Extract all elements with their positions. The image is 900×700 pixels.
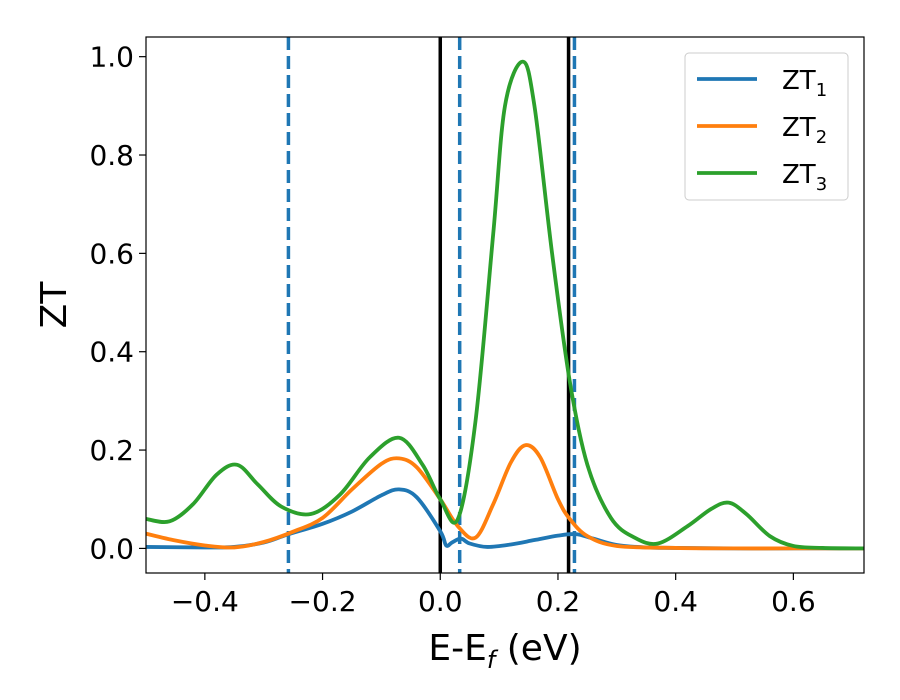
legend-label-zt1: ZT1 (782, 66, 827, 101)
y-axis-label: ZT (34, 281, 75, 329)
x-tick-label: −0.4 (171, 585, 239, 618)
legend-label-zt3: ZT3 (782, 160, 827, 195)
plot-frame (145, 36, 865, 574)
legend-frame (684, 52, 849, 201)
x-tick-label: 0.2 (536, 585, 581, 618)
y-tick-label: 0.6 (89, 237, 134, 270)
y-tick-label: 0.8 (89, 139, 134, 172)
legend-label-zt2: ZT2 (782, 113, 827, 148)
y-tick-label: 0.4 (89, 336, 134, 369)
vertical-reference-lines (286, 37, 577, 573)
series-line-zt2 (146, 443, 864, 551)
series-lines (146, 59, 864, 551)
series-line-zt3 (146, 59, 864, 551)
y-tick-label: 0.0 (89, 532, 134, 565)
y-tick-label: 0.2 (89, 434, 134, 467)
x-axis-ticks: −0.4 −0.2 0.0 0.2 0.4 0.6 (171, 573, 816, 618)
x-tick-label: 0.6 (771, 585, 816, 618)
x-axis-label: E-Ef (eV) (428, 628, 581, 674)
x-tick-label: 0.0 (418, 585, 463, 618)
y-axis-ticks: 0.0 0.2 0.4 0.6 0.8 1.0 (89, 41, 146, 565)
x-tick-label: 0.4 (653, 585, 698, 618)
y-tick-label: 1.0 (89, 41, 134, 74)
series-line-zt1 (146, 487, 864, 551)
legend: ZT1 ZT2 ZT3 (684, 52, 849, 201)
x-tick-label: −0.2 (289, 585, 357, 618)
